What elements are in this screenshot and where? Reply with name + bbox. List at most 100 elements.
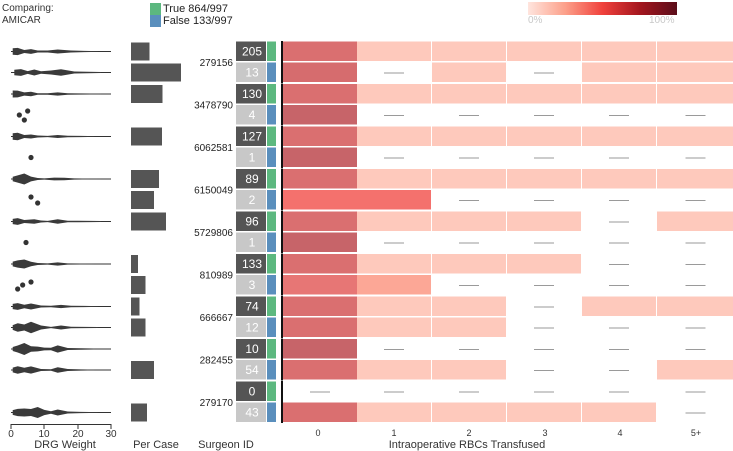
heat-cell-true-666667-2[interactable] <box>432 296 506 317</box>
heat-cell-false-279170-0[interactable] <box>283 402 357 423</box>
heat-cell-true-279156-5[interactable] <box>657 41 733 62</box>
heat-cell-true-279156-3[interactable] <box>507 41 581 62</box>
count-box-true-279170[interactable] <box>236 381 266 402</box>
heat-cell-false-810989-1[interactable] <box>357 275 431 295</box>
heat-cell-true-3478790-4[interactable] <box>582 84 656 104</box>
heat-cell-true-666667-5[interactable] <box>657 296 733 317</box>
heat-cell-true-3478790-0[interactable] <box>283 84 357 104</box>
heat-cell-true-6150049-3[interactable] <box>507 169 581 189</box>
per-case-bar-true-6062581[interactable] <box>131 127 162 146</box>
heat-cell-true-6150049-1[interactable] <box>357 169 431 189</box>
count-box-false-282455[interactable] <box>236 360 266 380</box>
heat-cell-true-666667-1[interactable] <box>357 296 431 317</box>
per-case-bar-true-810989[interactable] <box>131 255 138 273</box>
heat-cell-false-282455-2[interactable] <box>432 360 506 380</box>
heat-cell-true-5729806-2[interactable] <box>432 211 506 232</box>
surgeon-id-6150049[interactable]: 6150049 <box>194 186 233 197</box>
heat-cell-true-5729806-5[interactable] <box>657 211 733 232</box>
count-box-false-6062581[interactable] <box>236 147 266 168</box>
surgeon-id-282455[interactable]: 282455 <box>200 356 234 367</box>
heat-cell-false-666667-0[interactable] <box>283 317 357 338</box>
heat-cell-true-6150049-0[interactable] <box>283 169 357 189</box>
heat-cell-false-279170-1[interactable] <box>357 402 431 423</box>
heat-cell-false-3478790-0[interactable] <box>283 105 357 125</box>
heat-cell-true-5729806-3[interactable] <box>507 211 581 232</box>
heat-cell-true-810989-2[interactable] <box>432 254 506 274</box>
per-case-bar-false-6150049[interactable] <box>131 191 154 209</box>
count-box-false-279170[interactable] <box>236 402 266 423</box>
heat-cell-true-3478790-2[interactable] <box>432 84 506 104</box>
surgeon-row-279156[interactable]: 279156 205 13 <box>11 41 733 83</box>
heat-cell-false-279156-5[interactable] <box>657 62 733 83</box>
heat-cell-false-279156-2[interactable] <box>432 62 506 83</box>
heat-cell-true-810989-3[interactable] <box>507 254 581 274</box>
surgeon-id-5729806[interactable]: 5729806 <box>194 228 233 239</box>
heat-cell-false-5729806-0[interactable] <box>283 232 357 253</box>
surgeon-id-279156[interactable]: 279156 <box>200 58 234 69</box>
heat-cell-true-6150049-2[interactable] <box>432 169 506 189</box>
count-box-true-6062581[interactable] <box>236 126 266 147</box>
heat-cell-true-6062581-4[interactable] <box>582 126 656 147</box>
heat-cell-true-666667-4[interactable] <box>582 296 656 317</box>
per-case-bar-false-810989[interactable] <box>131 276 146 294</box>
heat-cell-false-279170-4[interactable] <box>582 402 656 423</box>
heat-cell-false-282455-5[interactable] <box>657 360 733 380</box>
heat-cell-true-6062581-5[interactable] <box>657 126 733 147</box>
count-box-true-5729806[interactable] <box>236 211 266 232</box>
per-case-bar-false-282455[interactable] <box>131 361 154 379</box>
surgeon-row-6062581[interactable]: 6062581 127 1 <box>11 126 733 168</box>
heat-cell-true-6150049-5[interactable] <box>657 169 733 189</box>
count-box-true-810989[interactable] <box>236 254 266 274</box>
heat-cell-false-279156-0[interactable] <box>283 62 357 83</box>
count-box-false-5729806[interactable] <box>236 232 266 253</box>
heat-cell-false-282455-1[interactable] <box>357 360 431 380</box>
heat-cell-false-666667-2[interactable] <box>432 317 506 338</box>
count-box-true-279156[interactable] <box>236 41 266 62</box>
heat-cell-false-6150049-1[interactable] <box>357 190 431 210</box>
heat-cell-true-666667-0[interactable] <box>283 296 357 317</box>
per-case-bar-true-6150049[interactable] <box>131 170 159 188</box>
count-box-true-666667[interactable] <box>236 296 266 317</box>
heat-cell-false-279170-3[interactable] <box>507 402 581 423</box>
comparing-value[interactable]: AMICAR <box>2 15 41 26</box>
heat-cell-false-666667-1[interactable] <box>357 317 431 338</box>
heat-cell-true-279156-0[interactable] <box>283 41 357 62</box>
count-box-false-666667[interactable] <box>236 317 266 338</box>
heat-cell-true-5729806-1[interactable] <box>357 211 431 232</box>
heat-cell-false-6150049-0[interactable] <box>283 190 357 210</box>
surgeon-id-6062581[interactable]: 6062581 <box>194 143 233 154</box>
surgeon-row-3478790[interactable]: 3478790 130 4 <box>11 83 733 126</box>
count-box-true-3478790[interactable] <box>236 84 266 104</box>
surgeon-row-279170[interactable]: 279170 0 43 <box>11 381 706 423</box>
surgeon-row-810989[interactable]: 810989 133 3 <box>11 253 706 296</box>
heat-cell-true-5729806-0[interactable] <box>283 211 357 232</box>
heat-cell-true-3478790-5[interactable] <box>657 84 733 104</box>
surgeon-row-5729806[interactable]: 5729806 96 1 <box>11 211 733 253</box>
per-case-bar-true-279156[interactable] <box>131 42 150 61</box>
surgeon-id-810989[interactable]: 810989 <box>200 271 234 282</box>
heat-cell-true-3478790-3[interactable] <box>507 84 581 104</box>
heat-cell-true-6062581-1[interactable] <box>357 126 431 147</box>
count-box-false-279156[interactable] <box>236 62 266 83</box>
per-case-bar-true-3478790[interactable] <box>131 85 163 103</box>
count-box-true-282455[interactable] <box>236 339 266 359</box>
heat-cell-true-279156-2[interactable] <box>432 41 506 62</box>
heat-cell-true-3478790-1[interactable] <box>357 84 431 104</box>
count-box-false-3478790[interactable] <box>236 105 266 125</box>
heat-cell-true-6062581-0[interactable] <box>283 126 357 147</box>
heat-cell-true-279156-1[interactable] <box>357 41 431 62</box>
surgeon-row-666667[interactable]: 666667 74 12 <box>11 296 733 338</box>
surgeon-id-3478790[interactable]: 3478790 <box>194 101 233 112</box>
per-case-bar-false-279170[interactable] <box>131 403 147 422</box>
heat-cell-true-282455-0[interactable] <box>283 339 357 359</box>
per-case-bar-true-666667[interactable] <box>131 297 140 316</box>
per-case-bar-true-5729806[interactable] <box>131 212 166 231</box>
heat-cell-true-810989-1[interactable] <box>357 254 431 274</box>
heat-cell-true-6150049-4[interactable] <box>582 169 656 189</box>
heat-cell-true-6062581-2[interactable] <box>432 126 506 147</box>
legend-false[interactable]: False 133/997 <box>150 15 233 27</box>
heat-cell-true-6062581-3[interactable] <box>507 126 581 147</box>
heat-cell-false-6062581-0[interactable] <box>283 147 357 168</box>
heat-cell-true-810989-0[interactable] <box>283 254 357 274</box>
count-box-false-810989[interactable] <box>236 275 266 295</box>
